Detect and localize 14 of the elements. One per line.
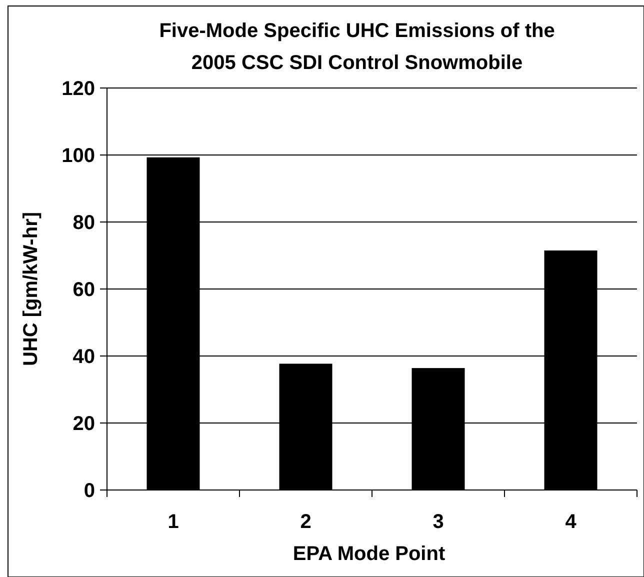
y-tick-label: 80: [72, 212, 95, 234]
x-tick-label: 4: [565, 511, 578, 533]
y-tick-label: 40: [72, 346, 95, 368]
y-tick-label: 120: [62, 78, 95, 100]
x-tick-label: 2: [300, 511, 312, 533]
y-tick-label: 0: [84, 480, 95, 502]
x-tick-label: 3: [432, 511, 444, 533]
x-axis-title: EPA Mode Point: [292, 543, 446, 565]
y-tick-label: 20: [72, 413, 95, 435]
y-tick-label: 100: [62, 145, 95, 167]
y-axis-title: UHC [gm/kW-hr]: [20, 212, 42, 366]
x-tick-label: 1: [168, 511, 179, 533]
chart-title: Five-Mode Specific UHC Emissions of the 2005 CSC SDI Control Snowmobile: [159, 20, 555, 74]
y-tick-label: 60: [72, 279, 95, 301]
